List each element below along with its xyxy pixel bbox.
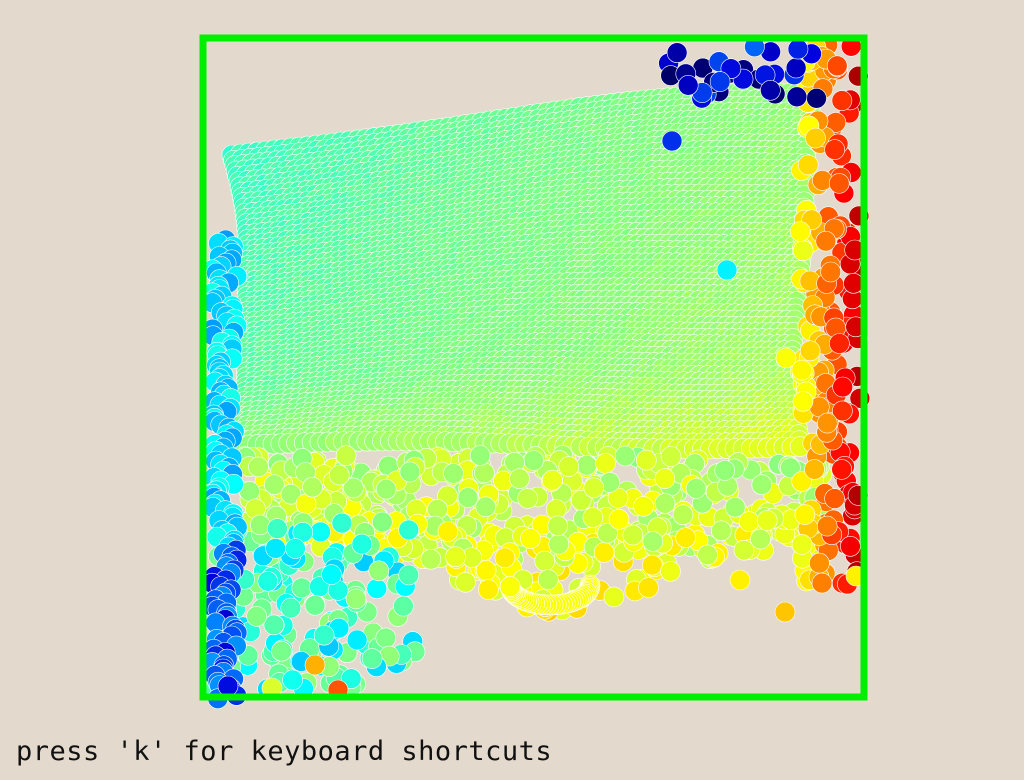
particle [603, 586, 625, 608]
particle [469, 445, 491, 466]
particle [542, 469, 563, 491]
particle [654, 468, 676, 489]
particle [738, 511, 760, 532]
particle [582, 507, 604, 528]
particle [547, 515, 569, 537]
particle [375, 478, 397, 500]
particle [583, 477, 605, 499]
particle [285, 538, 306, 559]
particle [361, 648, 383, 669]
particle [313, 624, 335, 646]
particle [335, 445, 357, 467]
particle [399, 461, 421, 483]
particle [366, 578, 388, 599]
particle [368, 560, 390, 582]
particle [523, 450, 544, 471]
particle [263, 614, 285, 636]
particle [614, 445, 636, 467]
particle [248, 456, 269, 478]
particle [697, 544, 718, 566]
particle [714, 460, 736, 481]
particle [267, 518, 288, 539]
particle [304, 594, 326, 616]
particle [642, 531, 664, 552]
particle [537, 569, 559, 590]
particle [280, 597, 302, 619]
particle [437, 521, 459, 542]
particle [509, 468, 530, 490]
particle [443, 463, 464, 484]
particle [398, 519, 420, 541]
particle [638, 577, 659, 598]
particle [265, 538, 286, 559]
particle [750, 528, 771, 550]
particle [733, 539, 755, 561]
particle [633, 495, 654, 517]
particle [654, 493, 676, 514]
particle [593, 542, 615, 563]
particle [478, 579, 499, 600]
particle-simulation-canvas[interactable] [0, 0, 1024, 720]
particle [635, 449, 657, 471]
particle [576, 454, 598, 476]
particle [345, 588, 367, 610]
particle [756, 510, 778, 531]
particle [622, 524, 644, 546]
particle [675, 527, 696, 549]
particle [660, 446, 682, 467]
particle [346, 629, 368, 651]
particle [455, 571, 476, 593]
particle-layer [201, 34, 871, 710]
particle [331, 512, 353, 534]
particle [660, 560, 681, 582]
particle [710, 520, 732, 542]
particle [371, 511, 393, 533]
particle [321, 564, 342, 585]
particle [375, 627, 397, 649]
particle [520, 528, 541, 549]
particle [249, 514, 271, 536]
particle [271, 640, 292, 662]
particle [328, 464, 350, 486]
particle [282, 669, 303, 691]
particle [548, 533, 570, 555]
particle [685, 478, 707, 499]
particle [558, 456, 580, 477]
particle [474, 462, 495, 484]
particle [534, 550, 556, 572]
particle [398, 564, 420, 586]
particle [302, 476, 323, 498]
particle [517, 488, 539, 509]
particle [595, 453, 616, 474]
particle [475, 496, 497, 518]
particle [420, 548, 442, 570]
particle [351, 533, 373, 555]
particle [494, 547, 516, 569]
particle [751, 474, 773, 496]
particle [672, 504, 694, 526]
particle [445, 546, 466, 568]
particle [499, 576, 521, 597]
particle [457, 487, 479, 508]
particle [246, 606, 267, 627]
particle [393, 595, 414, 617]
particle [310, 521, 331, 543]
particle [641, 554, 663, 576]
particle [291, 577, 313, 599]
particle [257, 570, 279, 592]
particle [608, 508, 630, 530]
